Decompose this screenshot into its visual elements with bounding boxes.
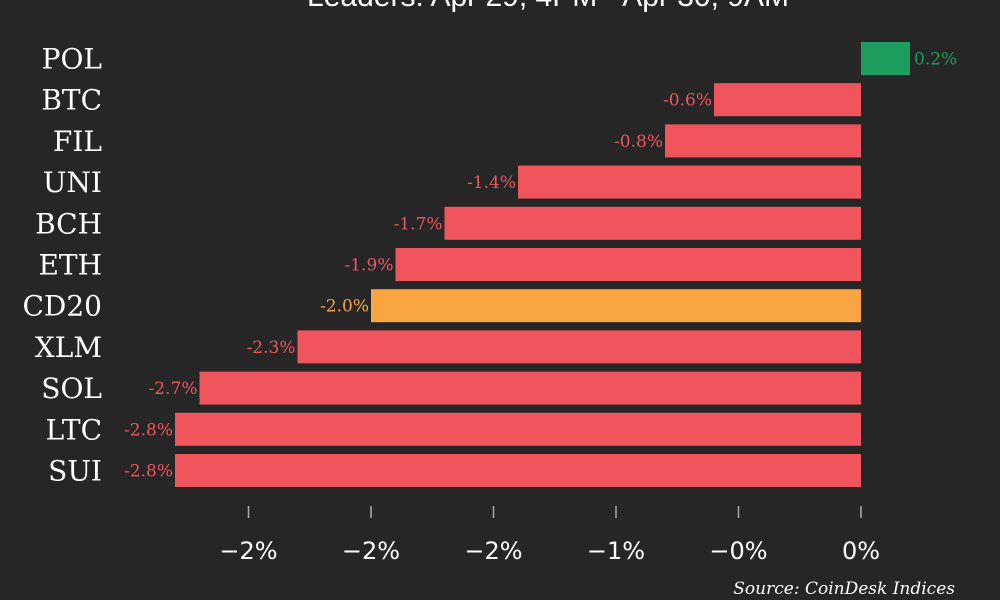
category-label-pol: POL — [42, 43, 102, 76]
value-label-uni: -1.4% — [467, 173, 516, 193]
bar-bch — [444, 206, 861, 240]
x-tick-label: 0% — [842, 537, 880, 565]
x-axis-ticks-group: −2% −2% −2% −1% −0% 0% — [219, 506, 880, 565]
category-label-uni: UNI — [43, 166, 102, 199]
bar-ltc — [175, 412, 861, 446]
value-labels-group: 0.2% -0.6% -0.8% -1.4% -1.7% -1.9% -2.0% -2.3% -… — [124, 50, 957, 482]
bar-pol — [861, 42, 910, 75]
category-label-sui: SUI — [48, 455, 102, 488]
category-label-fil: FIL — [53, 125, 102, 158]
bar-btc — [714, 83, 861, 117]
chart-title: Leaders: Apr 29, 4PM - Apr 30, 9AM — [307, 0, 789, 13]
value-label-ltc: -2.8% — [124, 420, 173, 440]
x-tick-label: −1% — [587, 537, 645, 565]
x-tick-label: −2% — [342, 537, 400, 565]
value-label-eth: -1.9% — [345, 256, 394, 276]
bar-sui — [175, 454, 861, 487]
value-label-xlm: -2.3% — [247, 338, 296, 358]
category-label-bch: BCH — [35, 207, 102, 240]
value-label-btc: -0.6% — [663, 91, 712, 111]
category-labels-group: POL BTC FIL UNI BCH ETH CD20 XLM SOL LTC SUI — [22, 43, 102, 488]
bars-group — [175, 42, 910, 487]
category-label-sol: SOL — [41, 372, 102, 405]
category-label-cd20: CD20 — [22, 290, 102, 323]
bar-eth — [395, 248, 861, 281]
x-tick-label: −0% — [709, 537, 767, 565]
x-tick-label: −2% — [464, 537, 522, 565]
value-label-sol: -2.7% — [149, 379, 198, 399]
category-label-ltc: LTC — [46, 413, 102, 446]
x-tick-label: −2% — [219, 537, 277, 565]
value-label-sui: -2.8% — [124, 462, 173, 482]
bar-xlm — [297, 330, 861, 364]
value-label-bch: -1.7% — [394, 214, 443, 234]
bar-uni — [518, 165, 861, 199]
category-label-btc: BTC — [41, 84, 102, 117]
category-label-eth: ETH — [38, 249, 102, 282]
value-label-pol: 0.2% — [914, 50, 957, 70]
category-label-xlm: XLM — [35, 331, 102, 364]
value-label-cd20: -2.0% — [320, 297, 369, 317]
bar-sol — [199, 371, 861, 405]
value-label-fil: -0.8% — [614, 132, 663, 152]
bar-fil — [665, 124, 861, 158]
bar-cd20 — [371, 289, 861, 323]
source-note: Source: CoinDesk Indices — [733, 579, 955, 599]
